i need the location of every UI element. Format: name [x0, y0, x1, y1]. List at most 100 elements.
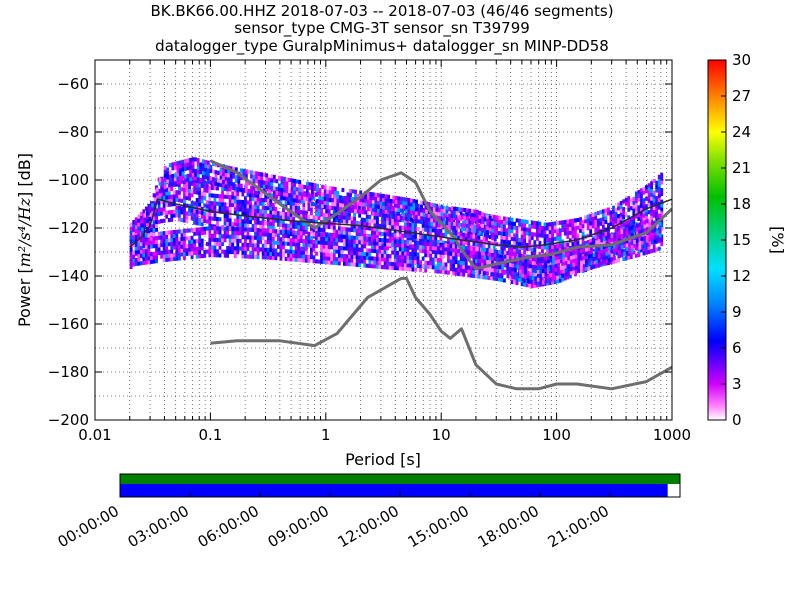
psd-cell [655, 180, 659, 185]
psd-cell [562, 257, 566, 262]
psd-cell [165, 210, 169, 215]
psd-cell [453, 214, 457, 219]
psd-cell [142, 256, 146, 262]
psd-cell [586, 239, 590, 245]
psd-cell [378, 257, 382, 262]
psd-cell [355, 251, 359, 256]
psd-cell [370, 256, 374, 261]
psd-cell [261, 217, 265, 222]
psd-cell [431, 245, 435, 251]
psd-cell [463, 215, 467, 220]
psd-cell [398, 251, 402, 256]
colorbar-tick-label: 6 [732, 339, 742, 357]
psd-cell [465, 212, 469, 217]
psd-cell [279, 252, 283, 257]
psd-cell [275, 186, 279, 191]
psd-cell [333, 198, 337, 203]
psd-cell [389, 214, 393, 219]
psd-cell [129, 222, 133, 227]
psd-cell [251, 254, 255, 259]
psd-cell [450, 213, 454, 219]
psd-cell [546, 269, 549, 274]
psd-cell [378, 223, 382, 228]
psd-cell [619, 216, 623, 221]
psd-cell [348, 239, 351, 244]
psd-cell [276, 211, 280, 216]
psd-cell [596, 236, 600, 241]
psd-cell [502, 231, 506, 236]
psd-cell [421, 235, 425, 240]
psd-cell [635, 227, 639, 232]
psd-cell [223, 202, 227, 207]
psd-cell [176, 180, 180, 185]
psd-cell [183, 251, 186, 257]
psd-cell [416, 244, 420, 249]
psd-cell [597, 250, 601, 255]
psd-cell [548, 260, 552, 265]
psd-cell [289, 249, 293, 254]
psd-cell [467, 250, 471, 255]
psd-cell [538, 244, 542, 249]
psd-cell [360, 217, 364, 222]
psd-cell [195, 217, 199, 222]
psd-cell [502, 278, 506, 283]
psd-cell [256, 208, 260, 214]
psd-cell [412, 214, 416, 219]
psd-cell [279, 241, 283, 246]
psd-cell [254, 247, 257, 252]
psd-cell [361, 198, 365, 203]
psd-cell [426, 249, 430, 254]
psd-cell [349, 188, 352, 194]
psd-cell [650, 188, 654, 193]
psd-cell [597, 262, 601, 267]
psd-cell [388, 242, 392, 247]
psd-cell [254, 243, 257, 248]
psd-cell [388, 220, 392, 226]
psd-cell [396, 258, 400, 263]
psd-cell [257, 171, 261, 176]
psd-cell [213, 186, 217, 191]
psd-cell [619, 212, 623, 217]
psd-cell [605, 255, 609, 260]
psd-cell [196, 161, 200, 167]
psd-cell [292, 216, 296, 221]
psd-cell [318, 191, 322, 197]
psd-cell [521, 277, 525, 282]
psd-cell [292, 220, 296, 225]
psd-cell [350, 250, 354, 255]
psd-cell [605, 236, 609, 241]
psd-cell [502, 224, 506, 229]
psd-cell [282, 245, 285, 250]
psd-cell [480, 243, 483, 248]
psd-cell [548, 273, 552, 278]
psd-cell [177, 252, 181, 257]
psd-cell [315, 259, 318, 264]
psd-cell [383, 228, 387, 233]
psd-cell [371, 211, 375, 216]
psd-cell [148, 216, 152, 222]
psd-cell [259, 235, 263, 241]
psd-cell [242, 188, 246, 193]
psd-cell [233, 222, 237, 227]
psd-cell [585, 266, 588, 271]
psd-cell [647, 198, 651, 203]
psd-cell [221, 238, 224, 243]
psd-cell [396, 236, 400, 242]
psd-cell [232, 186, 236, 191]
psd-cell [315, 219, 318, 224]
psd-cell [370, 244, 374, 250]
psd-cell [163, 185, 167, 190]
psd-cell [185, 180, 189, 185]
psd-cell [501, 269, 505, 274]
psd-cell [453, 225, 457, 230]
psd-cell [601, 216, 605, 222]
psd-cell [289, 216, 293, 221]
psd-cell [247, 189, 251, 194]
psd-cell [328, 197, 332, 202]
psd-cell [410, 217, 413, 222]
psd-cell [358, 228, 362, 234]
psd-cell [233, 234, 237, 239]
psd-cell [632, 204, 636, 209]
psd-cell [185, 192, 189, 197]
psd-cell [265, 173, 269, 178]
